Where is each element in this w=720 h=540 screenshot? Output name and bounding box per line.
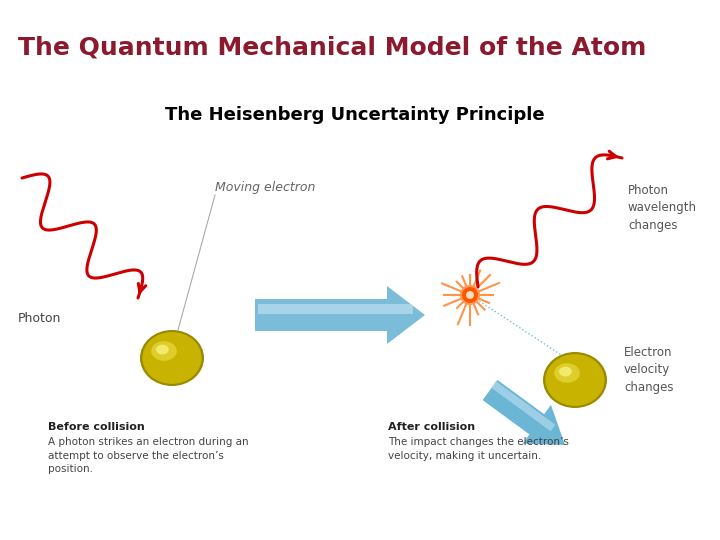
FancyArrow shape: [490, 381, 555, 431]
Ellipse shape: [543, 352, 607, 408]
Ellipse shape: [559, 367, 572, 376]
Circle shape: [466, 291, 474, 299]
Ellipse shape: [554, 363, 580, 383]
Text: Photon
wavelength
changes: Photon wavelength changes: [628, 185, 697, 232]
Text: Photon: Photon: [18, 312, 61, 325]
Text: The Heisenberg Uncertainty Principle: The Heisenberg Uncertainty Principle: [165, 106, 545, 124]
Circle shape: [461, 286, 479, 304]
FancyArrow shape: [258, 304, 413, 314]
Ellipse shape: [143, 332, 202, 384]
Ellipse shape: [140, 330, 204, 386]
Text: The Quantum Mechanical Model of the Atom: The Quantum Mechanical Model of the Atom: [18, 36, 647, 60]
Text: A photon strikes an electron during an
attempt to observe the electron’s
positio: A photon strikes an electron during an a…: [48, 437, 248, 474]
Ellipse shape: [546, 354, 605, 406]
FancyArrow shape: [255, 286, 425, 344]
Text: Moving electron: Moving electron: [215, 181, 315, 194]
Text: Electron
velocity
changes: Electron velocity changes: [624, 347, 673, 394]
Ellipse shape: [151, 341, 177, 361]
Ellipse shape: [156, 345, 168, 354]
Text: The impact changes the electron’s
velocity, making it uncertain.: The impact changes the electron’s veloci…: [388, 437, 569, 461]
Text: After collision: After collision: [388, 422, 475, 432]
Text: Before collision: Before collision: [48, 422, 145, 432]
FancyArrow shape: [482, 380, 565, 445]
